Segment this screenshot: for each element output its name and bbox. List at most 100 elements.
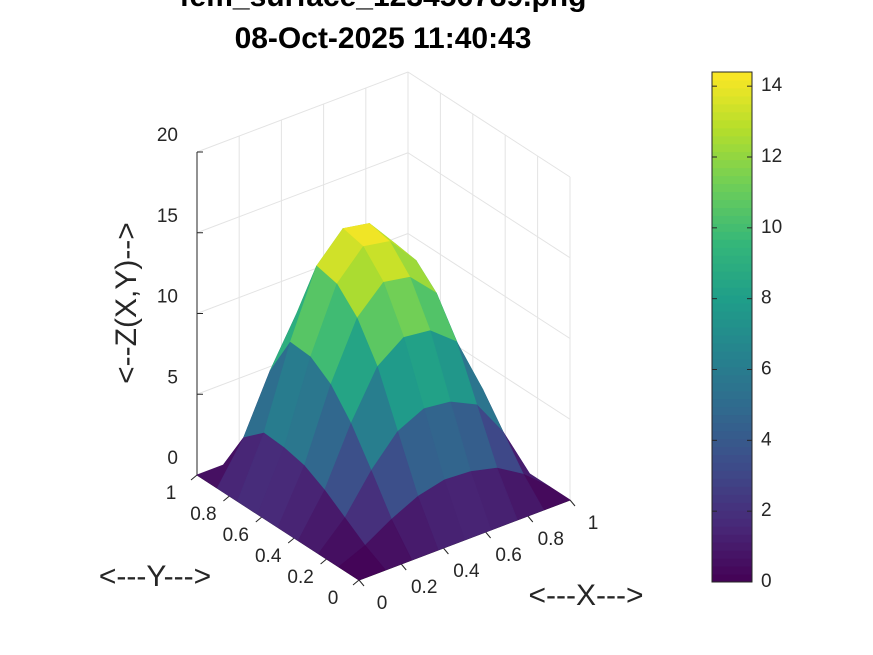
y-tick <box>320 558 327 565</box>
z-tick-label: 20 <box>157 125 178 146</box>
y-tick-label: 0.4 <box>255 546 282 567</box>
colorbar-segment <box>712 366 752 376</box>
grid-line <box>407 152 571 259</box>
x-tick-label: 0.4 <box>453 561 480 582</box>
colorbar-segment <box>712 327 752 336</box>
colorbar-segment <box>712 311 752 320</box>
colorbar-segment <box>712 215 752 224</box>
y-tick-label: 0.8 <box>190 504 216 525</box>
x-tick <box>358 579 365 587</box>
grid-line <box>407 233 571 339</box>
y-tick <box>352 579 360 586</box>
colorbar-segment <box>712 167 752 177</box>
colorbar-segment <box>712 382 752 392</box>
colorbar-segment <box>712 358 752 368</box>
x-tick <box>527 515 534 523</box>
colorbar-segment <box>712 191 752 200</box>
z-tick-label: 10 <box>157 287 178 308</box>
x-tick <box>569 499 576 507</box>
colorbar-segment <box>712 159 752 169</box>
colorbar-segment <box>712 223 752 232</box>
colorbar-segment <box>712 207 752 216</box>
colorbar-segment <box>712 462 752 471</box>
x-tick <box>485 531 491 539</box>
grid-line <box>407 71 571 178</box>
colorbar-segment <box>712 103 752 113</box>
colorbar-segment <box>712 422 752 432</box>
colorbar-segment <box>712 454 752 463</box>
chart-subtitle: 08-Oct-2025 11:40:43 <box>235 22 532 55</box>
colorbar-segment <box>712 342 752 352</box>
colorbar-segment <box>712 303 752 312</box>
colorbar-segment <box>712 239 752 248</box>
colorbar-segment <box>712 534 752 543</box>
colorbar-segment <box>712 199 752 208</box>
colorbar-tick-label: 14 <box>761 75 783 96</box>
x-tick-label: 0 <box>377 593 388 614</box>
colorbar-segment <box>712 247 752 256</box>
y-tick <box>190 474 198 481</box>
colorbar-segment <box>712 350 752 360</box>
colorbar-segment <box>712 502 752 511</box>
surface-patch <box>338 545 386 581</box>
y-tick-label: 0.6 <box>223 525 249 546</box>
colorbar-segment <box>712 255 752 264</box>
y-tick-label: 0 <box>328 588 339 609</box>
colorbar-segment <box>712 111 752 121</box>
z-tick-label: 15 <box>157 206 178 227</box>
colorbar-segment <box>712 574 752 583</box>
x-tick <box>400 563 407 571</box>
z-tick-label: 0 <box>167 448 178 469</box>
colorbar-segment <box>712 263 752 272</box>
y-tick <box>287 537 295 544</box>
x-axis-label: <---X---> <box>529 579 644 612</box>
colorbar-segment <box>712 374 752 384</box>
y-tick-label: 1 <box>166 483 177 504</box>
colorbar-segment <box>712 72 752 81</box>
grid-line <box>196 152 409 234</box>
y-tick <box>223 495 230 502</box>
colorbar-segment <box>712 151 752 161</box>
y-axis-label: <---Y---> <box>99 560 211 593</box>
colorbar-tick-label: 8 <box>761 288 772 309</box>
colorbar-segment <box>712 526 752 535</box>
colorbar-segment <box>712 486 752 495</box>
colorbar-segment <box>712 119 752 129</box>
colorbar-segment <box>712 87 752 97</box>
colorbar-segment <box>712 446 752 455</box>
colorbar-tick-label: 0 <box>761 571 772 592</box>
colorbar-segment <box>712 319 752 328</box>
colorbar-segment <box>712 127 752 137</box>
chart-title: fem_surface_123456789.png <box>180 0 587 13</box>
colorbar-segment <box>712 175 752 185</box>
colorbar-tick-label: 2 <box>761 500 772 521</box>
colorbar-segment <box>712 334 752 344</box>
colorbar-segment <box>712 470 752 479</box>
y-tick <box>255 516 263 523</box>
colorbar-segment <box>712 271 752 280</box>
colorbar-segment <box>712 135 752 145</box>
x-tick <box>443 547 449 555</box>
colorbar-segment <box>712 287 752 296</box>
colorbar-segment <box>712 566 752 575</box>
colorbar-segment <box>712 79 752 89</box>
colorbar-segment <box>712 95 752 105</box>
x-tick-label: 0.2 <box>411 577 437 598</box>
colorbar-segment <box>712 398 752 408</box>
colorbar-segment <box>712 390 752 400</box>
colorbar-segment <box>712 414 752 424</box>
z-axis-label: <--Z(X,Y)--> <box>110 222 143 384</box>
colorbar-segment <box>712 279 752 288</box>
colorbar-segment <box>712 143 752 153</box>
colorbar-frame <box>711 71 753 583</box>
grid-line <box>196 71 409 153</box>
x-tick-label: 0.6 <box>495 545 521 566</box>
x-tick-label: 0.8 <box>538 529 564 550</box>
colorbar-tick-label: 6 <box>761 359 772 380</box>
colorbar-segment <box>712 183 752 193</box>
colorbar-tick-label: 12 <box>761 146 782 167</box>
x-tick-label: 1 <box>588 513 599 534</box>
colorbar-segment <box>712 478 752 487</box>
colorbar-tick-label: 10 <box>761 217 782 238</box>
